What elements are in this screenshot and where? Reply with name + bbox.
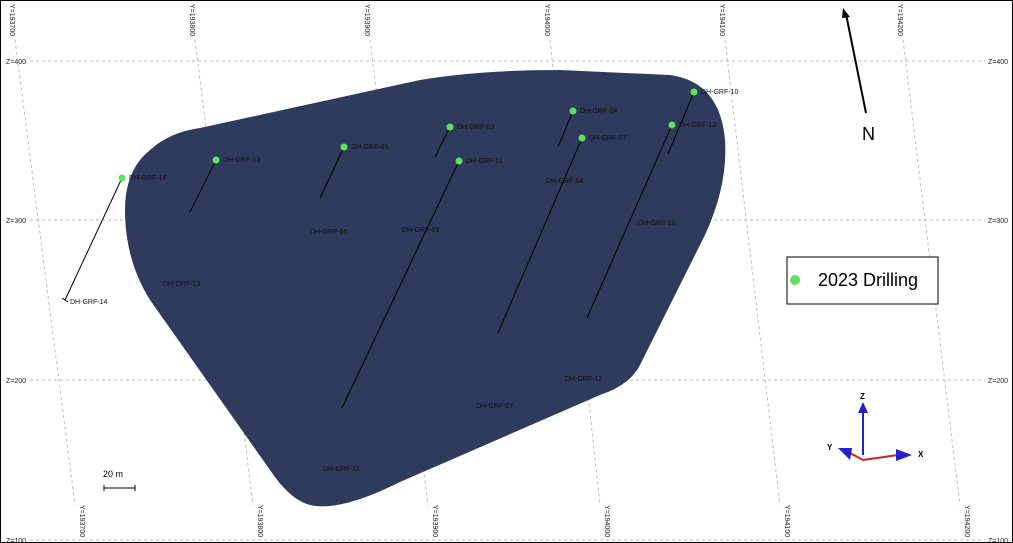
end-label: DH-GRF-10	[638, 220, 675, 227]
collar-label: DH-GRF-03	[457, 124, 494, 131]
end-label: DH-GRF-07	[476, 403, 513, 410]
collar-marker	[446, 123, 454, 131]
end-label: DH-GRF-11	[323, 466, 360, 473]
y-label-bottom: Y=194200	[963, 505, 970, 537]
collar-marker	[578, 134, 586, 142]
end-label: DH-GRF-12	[565, 376, 602, 383]
drill-trace	[434, 126, 451, 158]
drill-trace	[497, 137, 583, 334]
collar-marker	[569, 107, 577, 115]
z-label-left: Z=200	[6, 378, 26, 385]
legend-label: 2023 Drilling	[818, 270, 918, 290]
north-arrowhead	[842, 8, 850, 18]
y-label-bottom: Y=194100	[783, 505, 790, 537]
drill-trace	[586, 124, 673, 319]
drill-trace	[64, 177, 123, 301]
legend-box	[786, 256, 939, 305]
collar-marker	[212, 156, 220, 164]
collar-label: DH-GRF-11	[466, 158, 503, 165]
drill-holes: DH-GRF-14 DH-GRF-14 DH-GRF-13 DH-GRF-13 DH-G…	[61, 88, 738, 473]
y-arrowhead	[838, 448, 852, 460]
drill-trace	[667, 91, 695, 155]
collar-label: DH-GRF-07	[589, 135, 626, 142]
y-label-bottom: Y=193800	[256, 505, 263, 537]
collar-marker	[118, 174, 126, 182]
north-label: N	[862, 124, 875, 144]
collar-label: DH-GRF-05	[351, 144, 388, 151]
collar-marker	[690, 88, 698, 96]
z-label-right: Z=400	[988, 59, 1008, 66]
y-label-top: Y=194200	[896, 4, 903, 36]
y-axis	[849, 452, 864, 461]
ore-body	[125, 70, 726, 507]
x-arrowhead	[896, 449, 912, 461]
z-label-right: Z=200	[988, 378, 1008, 385]
collar-label: DH-GRF-13	[223, 157, 260, 164]
z-label-left: Z=400	[6, 59, 26, 66]
drill-trace	[557, 110, 574, 148]
end-label: DH-GRF-14	[70, 299, 107, 306]
scale-bar	[103, 485, 136, 491]
z-label-right: Z=300	[988, 218, 1008, 225]
y-axis-label: Y	[827, 443, 833, 452]
y-grid-line	[14, 39, 76, 506]
collar-label: DH-GRF-12	[679, 122, 716, 129]
end-label: DH-GRF-04	[546, 178, 583, 185]
collar-marker	[668, 121, 676, 129]
end-label: DH-GRF-05	[310, 229, 347, 236]
x-axis-label: X	[918, 450, 924, 459]
collar-marker	[340, 143, 348, 151]
z-label-left: Z=100	[6, 538, 26, 543]
y-label-top: Y=194100	[718, 4, 725, 36]
drill-trace	[189, 159, 217, 213]
y-label-top: Y=193900	[363, 4, 370, 36]
drill-trace	[341, 160, 460, 409]
y-label-bottom: Y=194000	[603, 505, 610, 537]
y-label-top: Y=194000	[543, 4, 550, 36]
collar-label: DH-GRF-14	[129, 175, 166, 182]
north-arrow	[845, 13, 867, 114]
z-arrowhead	[858, 402, 868, 413]
scale-bar-label: 20 m	[103, 469, 123, 479]
z-label-left: Z=300	[6, 218, 26, 225]
y-label-top: Y=193700	[8, 4, 15, 36]
collar-label: DH-GRF-04	[580, 108, 617, 115]
collar-marker	[455, 157, 463, 165]
y-grid-line	[724, 39, 781, 506]
y-label-bottom: Y=193900	[431, 505, 438, 537]
end-label: DH-GRF-13	[163, 281, 200, 288]
drill-trace	[319, 146, 345, 199]
end-label: DH-GRF-03	[402, 227, 439, 234]
legend-marker	[790, 275, 800, 285]
collar-label: DH-GRF-10	[701, 89, 738, 96]
z-axis-label: Z	[860, 392, 865, 401]
y-label-top: Y=193800	[188, 4, 195, 36]
trace-end-tick	[61, 297, 69, 303]
x-axis	[862, 454, 899, 461]
z-label-right: Z=100	[988, 538, 1008, 543]
y-label-bottom: Y=193700	[78, 505, 85, 537]
